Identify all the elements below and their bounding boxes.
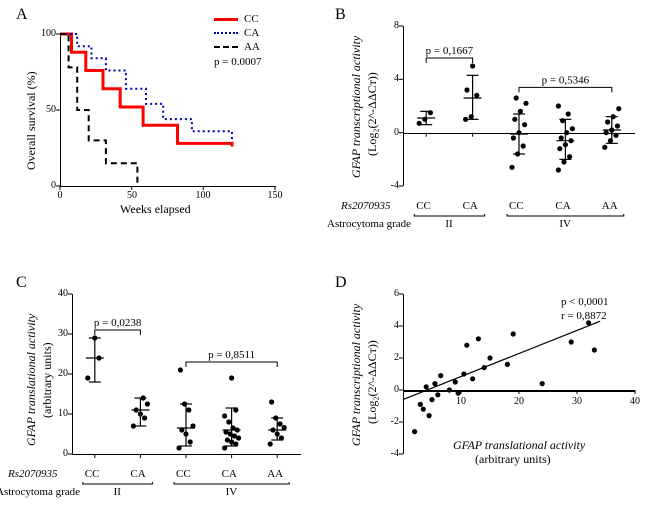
panel-b-grade-iv: IV	[559, 218, 571, 230]
panel-c-ylabel: GFAP translational activity	[24, 314, 39, 446]
legend-item-aa: AA	[214, 40, 261, 54]
panel-b-grade-ii: II	[445, 218, 452, 230]
a-xtick-150: 150	[265, 190, 285, 201]
panel-d-ylabel: GFAP transcriptional activity	[349, 304, 364, 446]
panel-c-ylabel2: (arbitrary units)	[40, 342, 55, 418]
d-ytick--4: -4	[375, 448, 399, 459]
panel-d-p: p < 0,0001	[561, 296, 608, 308]
panel-b-rs-label: Rs2070935	[341, 200, 391, 212]
b-ytick-4: 4	[375, 73, 399, 84]
panel-a-xlabel: Weeks elapsed	[120, 202, 191, 217]
panel-d-xlabel2: (arbitrary units)	[475, 452, 551, 467]
legend-swatch-ca	[214, 32, 238, 34]
d-xtick-30: 30	[567, 396, 587, 407]
panel-b-ylabel-main: GFAP transcriptional activity	[349, 36, 363, 178]
c-ytick-40: 40	[44, 288, 68, 299]
panel-c-xtick-4: AA	[267, 468, 283, 480]
panel-b-grade-label: Astrocytoma grade	[327, 218, 411, 230]
a-ytick-100: 100	[32, 28, 56, 39]
panel-c-grade-iv: IV	[226, 486, 238, 498]
panel-d-xlabel: GFAP translational activity	[453, 438, 585, 453]
panel-c-xtick-1: CA	[130, 468, 145, 480]
panel-b-ylabel: GFAP transcriptional activity	[349, 36, 364, 178]
legend-item-ca: CA	[214, 26, 261, 40]
d-xtick-20: 20	[509, 396, 529, 407]
panel-b-xtick-1: CA	[463, 200, 478, 212]
legend-label-aa: AA	[244, 41, 260, 53]
panel-c-rs-label: Rs2070935	[8, 468, 58, 480]
c-ytick-20: 20	[44, 368, 68, 379]
svg-text:p = 0,0238: p = 0,0238	[94, 317, 142, 329]
panel-b-xtick-0: CC	[416, 200, 431, 212]
panel-b-xtick-2: CC	[509, 200, 524, 212]
legend-pvalue: p = 0.0007	[214, 56, 261, 68]
c-ytick-10: 10	[44, 408, 68, 419]
panel-c-ylabel-main: GFAP translational activity	[24, 314, 38, 446]
b-ytick-8: 8	[375, 20, 399, 31]
d-ytick-6: 6	[375, 288, 399, 299]
panel-b-ylabel2: (Log₂(2^-ΔΔCᴛ))	[365, 72, 380, 156]
panel-a: A Overall survival (%) Weeks elapsed 0 5…	[0, 0, 325, 258]
panel-b-xtick-3: CA	[555, 200, 570, 212]
svg-text:p = 0,8511: p = 0,8511	[208, 349, 255, 361]
legend-swatch-cc	[214, 18, 238, 21]
legend-label-cc: CC	[244, 13, 259, 25]
panel-b: B p = 0,1667p = 0,5346 GFAP transcriptio…	[325, 0, 650, 258]
panel-b-xtick-4: AA	[602, 200, 618, 212]
panel-d-xlabel-main: GFAP translational activity	[453, 438, 585, 452]
panel-a-ylabel: Overall survival (%)	[24, 71, 39, 170]
panel-c-xtick-2: CC	[176, 468, 191, 480]
panel-d-r: r = 0,8872	[561, 310, 607, 322]
legend-swatch-aa	[214, 46, 238, 48]
panel-c-grade-label: Astrocytoma grade	[0, 486, 80, 498]
panel-c-xtick-0: CC	[85, 468, 100, 480]
d-ytick-0: 0	[375, 384, 399, 395]
figure: A Overall survival (%) Weeks elapsed 0 5…	[0, 0, 650, 526]
d-ytick--2: -2	[375, 416, 399, 427]
a-xtick-100: 100	[193, 190, 213, 201]
panel-d-ylabel-main: GFAP transcriptional activity	[349, 304, 363, 446]
svg-text:p = 0,5346: p = 0,5346	[542, 74, 590, 86]
c-ytick-30: 30	[44, 328, 68, 339]
a-xtick-0: 0	[50, 190, 70, 201]
d-ytick-2: 2	[375, 352, 399, 363]
panel-c-xtick-3: CA	[222, 468, 237, 480]
km-line-aa	[60, 34, 137, 186]
b-ytick--4: -4	[375, 180, 399, 191]
a-ytick-50: 50	[32, 104, 56, 115]
legend-label-ca: CA	[244, 27, 259, 39]
d-xtick-40: 40	[625, 396, 645, 407]
svg-text:p = 0,1667: p = 0,1667	[426, 45, 474, 57]
d-xtick-10: 10	[451, 396, 471, 407]
b-ytick-0: 0	[375, 127, 399, 138]
panel-c: C p = 0,0238p = 0,8511 GFAP translationa…	[0, 268, 325, 526]
a-xtick-50: 50	[122, 190, 142, 201]
d-ytick-4: 4	[375, 320, 399, 331]
panel-a-legend: CC CA AA p = 0.0007	[214, 12, 261, 68]
panel-c-grade-ii: II	[114, 486, 121, 498]
c-ytick-0: 0	[44, 448, 68, 459]
km-line-cc	[60, 34, 232, 147]
panel-d: D GFAP transcriptional activity (Log₂(2^…	[325, 268, 650, 526]
legend-item-cc: CC	[214, 12, 261, 26]
